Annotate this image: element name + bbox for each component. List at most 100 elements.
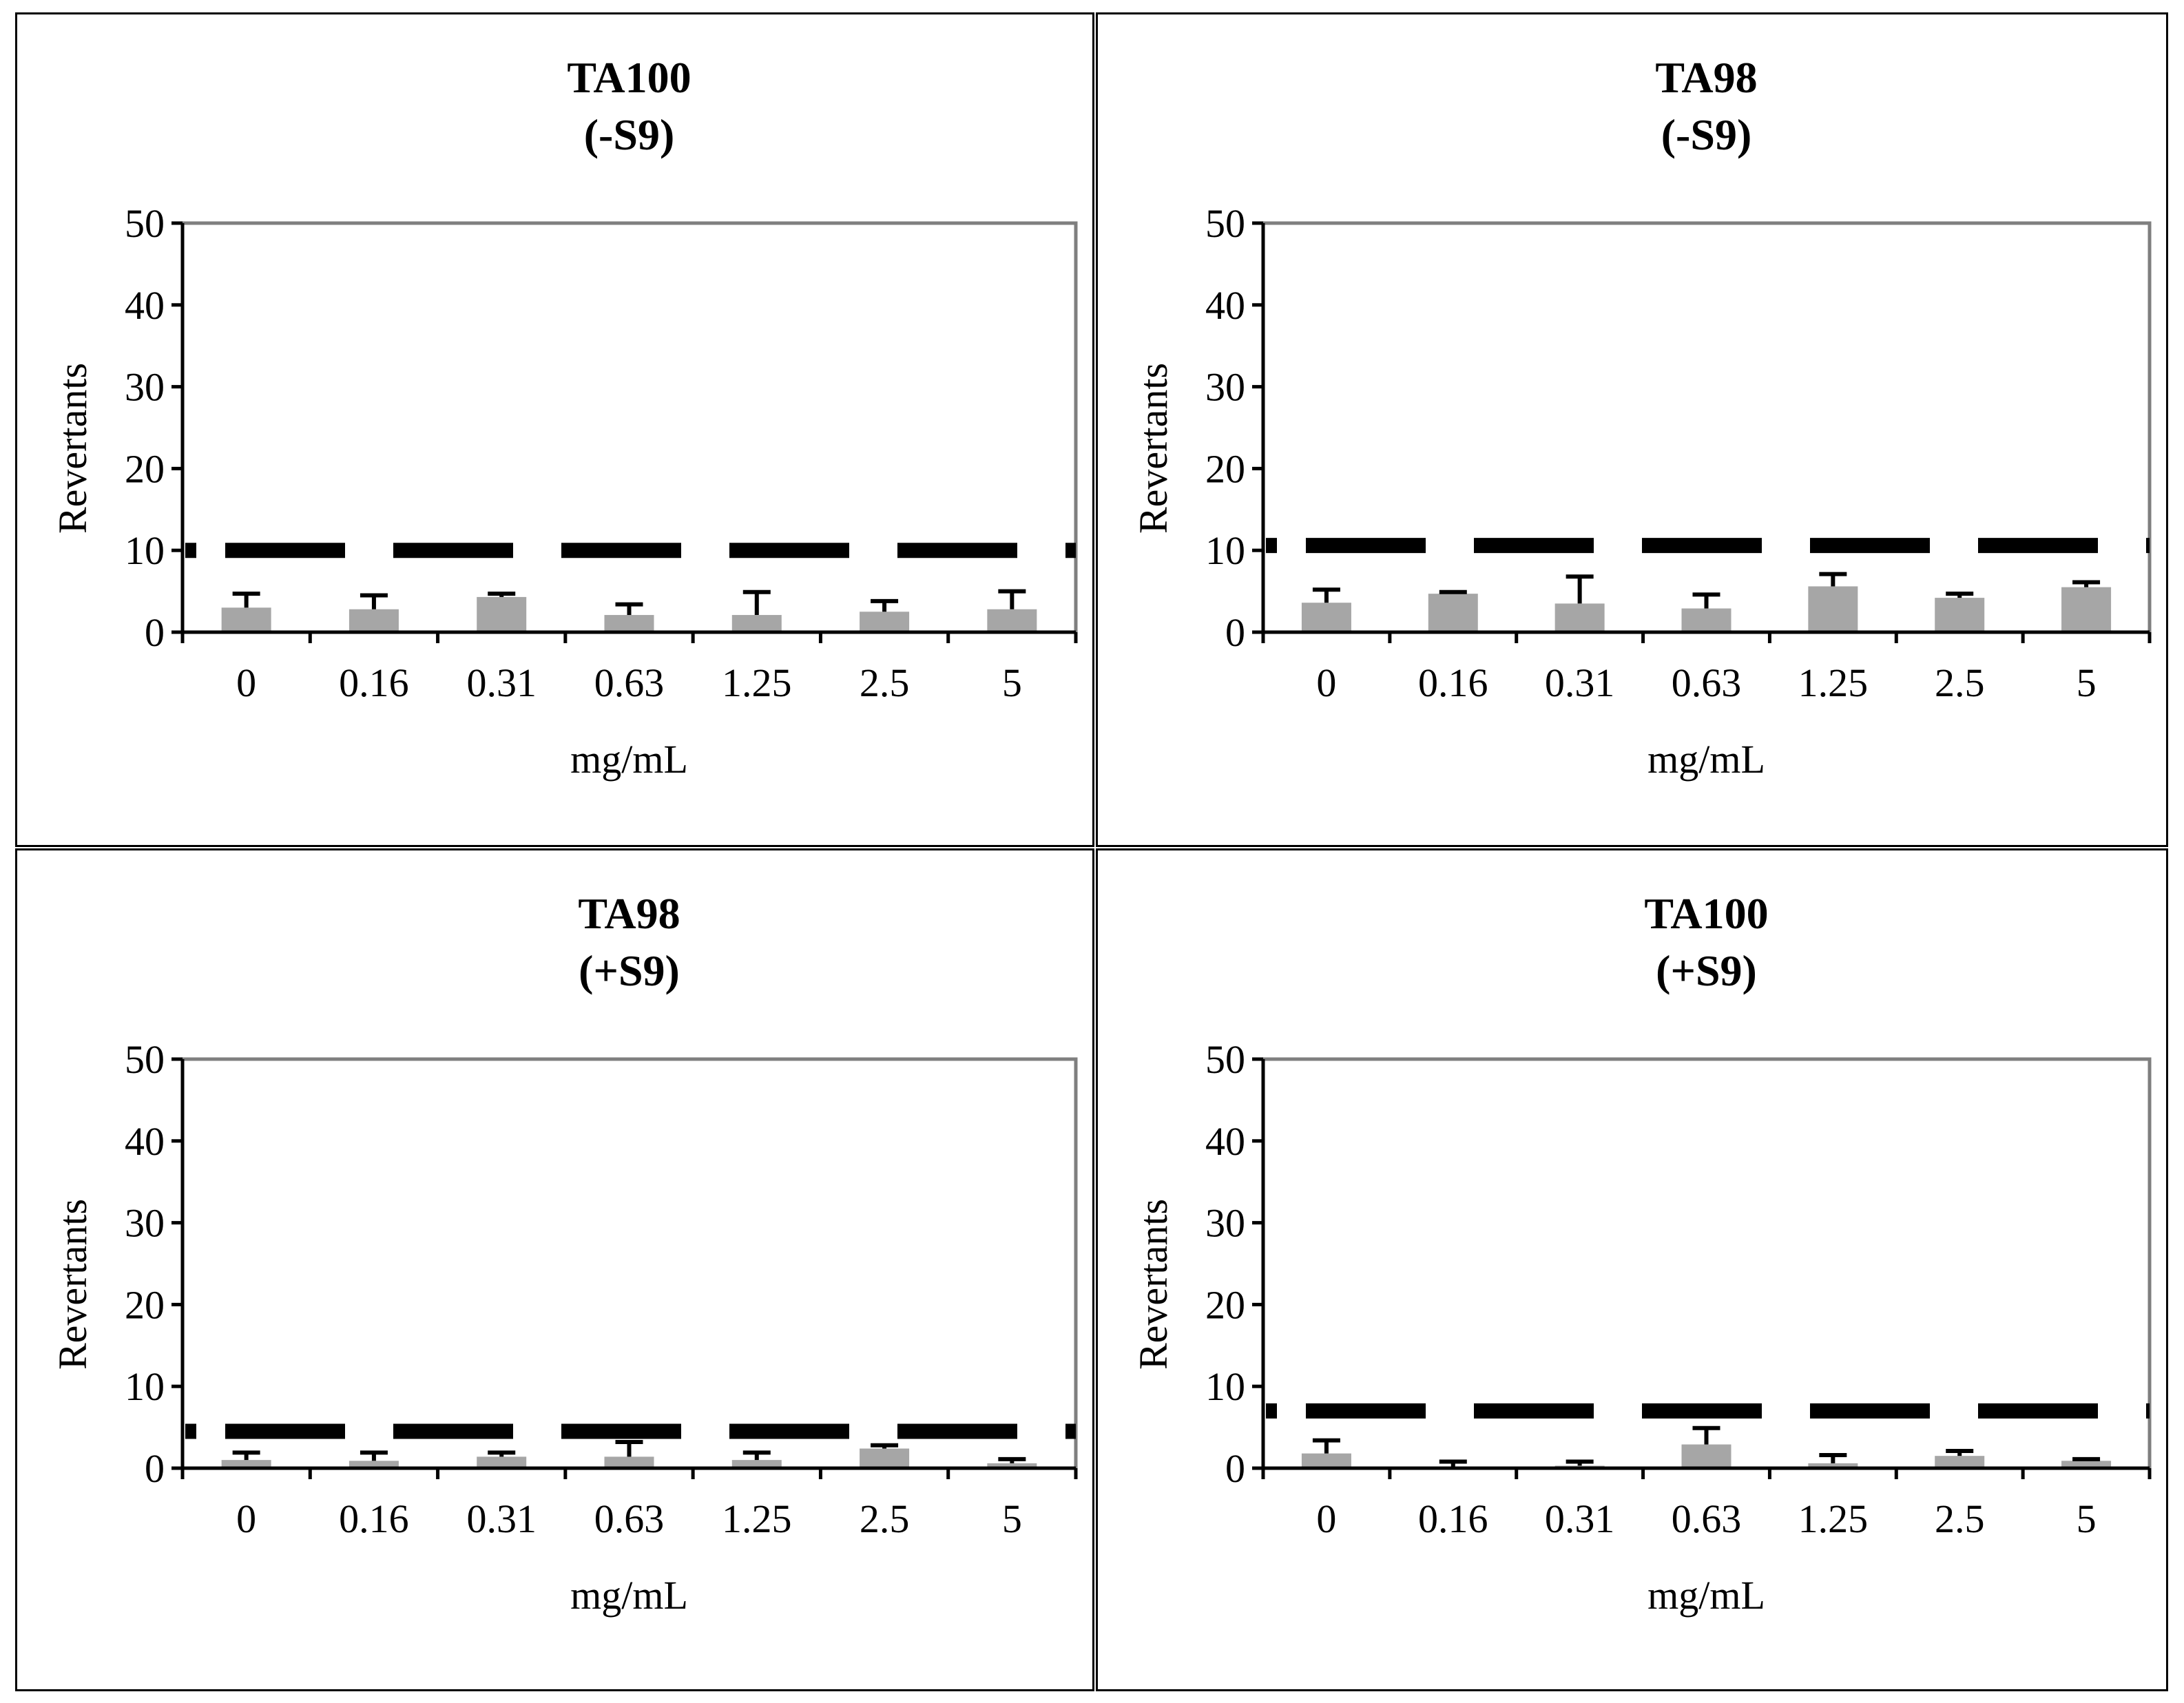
y-tick-label: 10: [1205, 1364, 1245, 1409]
bar: [860, 612, 910, 632]
y-tick-label: 10: [125, 1364, 165, 1409]
y-tick-label: 0: [145, 610, 165, 655]
x-tick-label: 0.63: [1672, 1496, 1742, 1541]
y-axis-label: Revertants: [1131, 1199, 1176, 1370]
error-bar: [742, 589, 771, 616]
x-tick-label: 1.25: [1798, 1496, 1869, 1541]
error-bar: [1566, 574, 1594, 604]
error-bar: [1819, 1452, 1847, 1463]
x-tick-label: 0.63: [1672, 660, 1742, 705]
error-bar: [1946, 592, 1974, 598]
chart-panel-ta100-plus-s9: TA100 (+S9) 0 10 20 30 40 50 0 0.16 0.31 0.63 1.25 2.…: [1096, 848, 2168, 1691]
chart-panel-ta98-plus-s9: TA98 (+S9) 0 10 20 30 40 50 0 0.16 0.31 0.63 1.25 2.5…: [15, 848, 1094, 1691]
bar: [1301, 1453, 1351, 1468]
error-bar: [360, 1450, 388, 1461]
y-tick-label: 50: [125, 201, 165, 246]
x-tick-label: 5: [1002, 1496, 1022, 1541]
y-tick-label: 30: [1205, 1201, 1245, 1246]
y-tick-label: 40: [1205, 283, 1245, 328]
x-tick-label: 0.31: [466, 1496, 537, 1541]
y-tick-label: 0: [1225, 610, 1245, 655]
y-tick-label: 50: [1205, 201, 1245, 246]
y-tick-label: 0: [145, 1446, 165, 1491]
error-bar: [488, 1450, 516, 1457]
error-bar: [742, 1450, 771, 1461]
error-bar: [1439, 589, 1467, 594]
x-axis-label: mg/mL: [570, 1573, 688, 1618]
error-bar: [232, 1450, 260, 1461]
error-bar: [1439, 1459, 1467, 1467]
error-bar: [2072, 580, 2101, 587]
x-tick-label: 0.16: [339, 660, 409, 705]
error-bar: [360, 593, 388, 609]
bar: [477, 596, 527, 632]
x-axis-label: mg/mL: [1647, 1573, 1765, 1618]
x-tick-label: 2.5: [860, 1496, 910, 1541]
chart-subtitle: (+S9): [1656, 946, 1757, 995]
x-tick-label: 0.16: [1418, 660, 1488, 705]
error-bar: [615, 602, 643, 616]
chart-title: TA98: [1655, 53, 1757, 102]
x-axis-label: mg/mL: [1647, 737, 1765, 782]
bar: [221, 1460, 271, 1468]
plot-area-border: [1261, 221, 2152, 634]
x-tick-label: 0: [1316, 660, 1336, 705]
x-tick-label: 0.63: [594, 660, 665, 705]
bar: [860, 1448, 910, 1468]
x-tick-label: 1.25: [1798, 660, 1869, 705]
x-tick-label: 0.31: [1545, 1496, 1615, 1541]
bar: [349, 1461, 399, 1468]
x-tick-label: 0.31: [1545, 660, 1615, 705]
y-tick-label: 10: [1205, 528, 1245, 573]
y-axis-label: Revertants: [1131, 363, 1176, 534]
chart-title: TA100: [567, 53, 691, 102]
error-bar: [1946, 1449, 1974, 1456]
bar: [1935, 598, 1985, 632]
bar: [2061, 1461, 2112, 1468]
y-tick-label: 40: [125, 283, 165, 328]
y-tick-label: 50: [125, 1037, 165, 1082]
y-tick-label: 0: [1225, 1446, 1245, 1491]
bar: [1554, 603, 1605, 632]
error-bar: [1566, 1459, 1594, 1466]
x-tick-label: 0: [1316, 1496, 1336, 1541]
error-bar: [2072, 1456, 2101, 1461]
x-tick-label: 5: [2077, 660, 2097, 705]
bar: [1681, 1444, 1731, 1468]
error-bar: [998, 589, 1026, 609]
y-axis-label: Revertants: [50, 1199, 95, 1370]
bar: [2061, 587, 2112, 632]
bar: [1808, 1463, 1858, 1468]
bar: [221, 607, 271, 632]
x-axis-label: mg/mL: [570, 737, 688, 782]
y-tick-label: 20: [125, 1282, 165, 1327]
bar: [1301, 603, 1351, 632]
chart-title: TA100: [1644, 889, 1768, 938]
chart-panel-ta100-minus-s9: TA100 (-S9) 0 10 20 30 40 50 0 0.16 0.31 0.63 1.25 2.…: [15, 12, 1094, 847]
error-bar: [488, 592, 516, 597]
error-bar: [871, 1443, 899, 1449]
y-tick-label: 20: [125, 446, 165, 491]
y-tick-label: 30: [125, 365, 165, 410]
bar: [604, 1456, 654, 1468]
bar: [987, 609, 1037, 632]
y-tick-label: 20: [1205, 1282, 1245, 1327]
error-bar: [1692, 1425, 1720, 1445]
bar: [604, 615, 654, 632]
chart-svg-ta98-plus-s9: TA98 (+S9) 0 10 20 30 40 50 0 0.16 0.31 0.63 1.25 2.5…: [50, 889, 1078, 1618]
chart-subtitle: (+S9): [579, 946, 680, 995]
x-tick-label: 0.16: [339, 1496, 409, 1541]
chart-subtitle: (-S9): [1661, 110, 1752, 159]
x-tick-label: 0.31: [466, 660, 537, 705]
x-tick-label: 0: [236, 1496, 256, 1541]
y-tick-label: 40: [1205, 1119, 1245, 1164]
bar: [731, 615, 782, 632]
chart-svg-ta100-minus-s9: TA100 (-S9) 0 10 20 30 40 50 0 0.16 0.31 0.63 1.25 2.…: [50, 53, 1078, 782]
error-bar: [232, 592, 260, 608]
error-bar: [871, 598, 899, 612]
y-tick-label: 20: [1205, 446, 1245, 491]
bar: [987, 1463, 1037, 1468]
y-tick-label: 30: [1205, 365, 1245, 410]
y-tick-label: 50: [1205, 1037, 1245, 1082]
error-bar: [1692, 592, 1720, 609]
